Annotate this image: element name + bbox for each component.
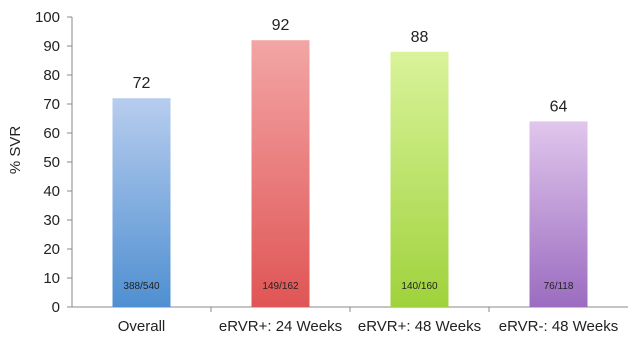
y-tick-label: 0: [52, 299, 60, 316]
x-category-label: eRVR+: 48 Weeks: [358, 318, 481, 335]
bar-2: [251, 40, 310, 307]
bar-count-label: 388/540: [123, 281, 160, 292]
bar-count-label: 76/118: [544, 281, 574, 292]
y-tick-label: 60: [43, 125, 60, 142]
bar-value-label: 92: [272, 17, 290, 34]
x-axis: Overall eRVR+: 24 Weeks eRVR+: 48 Weeks eRV…: [72, 306, 628, 335]
y-tick-label: 20: [43, 241, 60, 258]
bar-4: [529, 121, 588, 308]
x-category-label: eRVR-: 48 Weeks: [499, 318, 619, 335]
y-tick-label: 70: [43, 96, 60, 113]
x-category-label: eRVR+: 24 Weeks: [219, 318, 342, 335]
x-category-label: Overall: [118, 318, 166, 335]
bar-1: [112, 98, 171, 307]
bar-value-label: 88: [411, 29, 429, 46]
y-axis: 0 10 20 30 40 50 60 70 80 90 100: [35, 9, 73, 316]
y-axis-title: % SVR: [7, 126, 24, 175]
y-tick-label: 80: [43, 67, 60, 84]
y-tick-label: 40: [43, 183, 60, 200]
y-tick-label: 50: [43, 154, 60, 171]
bar-count-label: 140/160: [401, 281, 438, 292]
y-tick-label: 90: [43, 38, 60, 55]
y-tick-label: 30: [43, 212, 60, 229]
bar-value-label: 72: [133, 75, 151, 92]
bar-3: [390, 51, 449, 307]
y-tick-label: 10: [43, 270, 60, 287]
bar-count-label: 149/162: [262, 281, 299, 292]
y-tick-label: 100: [35, 9, 60, 26]
bars-group: 72 388/540 92 149/162 88 140/160 64 76/118: [112, 17, 588, 308]
bar-value-label: 64: [550, 98, 568, 115]
